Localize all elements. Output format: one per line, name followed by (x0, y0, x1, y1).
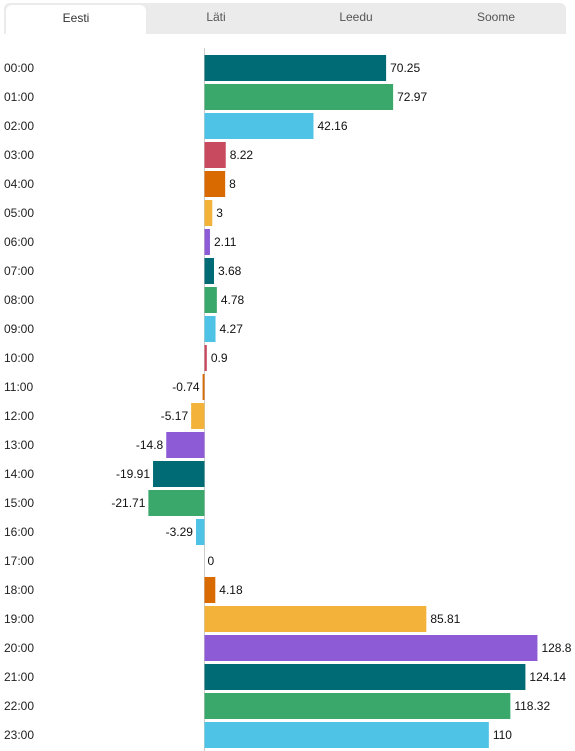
bar[interactable] (195, 519, 205, 545)
bar-value-label: 72.97 (397, 90, 427, 104)
bar[interactable] (204, 55, 387, 81)
bar[interactable] (202, 374, 205, 400)
tab-leedu[interactable]: Leedu (339, 10, 373, 24)
category-tick-label: 06:00 (4, 235, 34, 249)
bar-value-label: 8.22 (230, 148, 254, 162)
bar-value-label: 128.8 (541, 641, 571, 655)
bar-value-label: 0.9 (211, 351, 228, 365)
bar[interactable] (204, 635, 538, 661)
bar[interactable] (204, 113, 314, 139)
bar-value-label: 8 (229, 177, 236, 191)
category-tick-label: 17:00 (4, 554, 34, 568)
category-tick-label: 08:00 (4, 293, 34, 307)
bar-value-label: 4.18 (219, 583, 243, 597)
bar-value-label: -21.71 (111, 496, 145, 510)
bar[interactable] (191, 403, 205, 429)
bar-value-label: 4.78 (221, 293, 245, 307)
bar[interactable] (204, 606, 427, 632)
bar-value-label: 124.14 (529, 670, 566, 684)
tab-eesti[interactable]: Eesti (6, 5, 146, 34)
bar[interactable] (204, 142, 226, 168)
category-tick-label: 11:00 (4, 380, 33, 394)
bar-value-label: 85.81 (430, 612, 460, 626)
bar-value-label: -19.91 (116, 467, 150, 481)
category-tick-label: 22:00 (4, 699, 34, 713)
category-tick-label: 14:00 (4, 467, 34, 481)
bar-value-label: 118.32 (514, 699, 550, 713)
category-tick-label: 04:00 (4, 177, 34, 191)
bar[interactable] (148, 490, 205, 516)
category-tick-label: 20:00 (4, 641, 34, 655)
category-tick-label: 07:00 (4, 264, 34, 278)
tab-lati[interactable]: Läti (206, 10, 226, 24)
bar[interactable] (204, 664, 526, 690)
category-tick-label: 01:00 (4, 90, 34, 104)
bar[interactable] (153, 461, 205, 487)
category-tick-label: 02:00 (4, 119, 34, 133)
category-tick-label: 09:00 (4, 322, 34, 336)
bar[interactable] (204, 722, 489, 748)
category-tick-label: 19:00 (4, 612, 34, 626)
bar-value-label: -3.29 (166, 525, 194, 539)
category-tick-label: 21:00 (4, 670, 34, 684)
bar-value-label: 110 (493, 728, 512, 742)
country-tabs: Eesti Läti Leedu Soome (4, 3, 566, 34)
bar-value-label: -0.74 (172, 380, 200, 394)
bar-value-label: 70.25 (390, 61, 420, 75)
bar-value-label: 42.16 (317, 119, 347, 133)
bar[interactable] (204, 577, 216, 603)
category-tick-label: 12:00 (4, 409, 34, 423)
bar-value-label: -14.8 (136, 438, 164, 452)
bar-value-label: 3.68 (218, 264, 242, 278)
bar[interactable] (204, 200, 213, 226)
bar[interactable] (166, 432, 205, 458)
bar[interactable] (204, 84, 394, 110)
category-tick-label: 15:00 (4, 496, 34, 510)
category-tick-label: 18:00 (4, 583, 34, 597)
category-tick-label: 13:00 (4, 438, 34, 452)
category-tick-label: 16:00 (4, 525, 34, 539)
category-tick-label: 00:00 (4, 61, 34, 75)
bar[interactable] (204, 316, 216, 342)
bar[interactable] (204, 693, 511, 719)
bar[interactable] (204, 345, 207, 371)
category-tick-label: 03:00 (4, 148, 34, 162)
category-tick-label: 05:00 (4, 206, 34, 220)
category-tick-label: 10:00 (4, 351, 34, 365)
bar[interactable] (204, 171, 226, 197)
bar-value-label: 3 (216, 206, 223, 220)
bar-value-label: -5.17 (161, 409, 189, 423)
bar-value-label: 0 (208, 554, 215, 568)
bar-value-label: 2.11 (214, 235, 237, 249)
tab-soome[interactable]: Soome (476, 10, 516, 24)
bar-value-label: 4.27 (220, 322, 244, 336)
bar[interactable] (204, 287, 217, 313)
bar[interactable] (204, 229, 210, 255)
bar[interactable] (204, 258, 215, 284)
category-tick-label: 23:00 (4, 728, 34, 742)
